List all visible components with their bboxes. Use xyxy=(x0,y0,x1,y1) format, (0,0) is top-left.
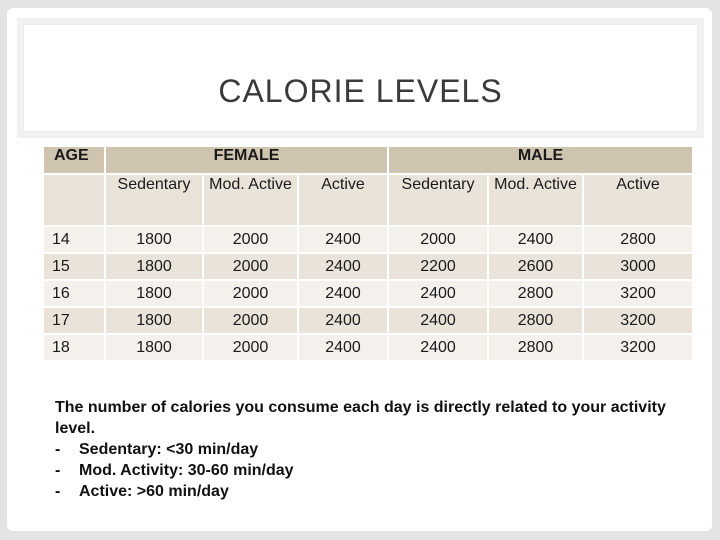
list-item: - Sedentary: <30 min/day xyxy=(55,439,695,460)
table-cell: 1800 xyxy=(104,225,204,254)
table-row: 15 1800 2000 2400 2200 2600 3000 xyxy=(42,252,695,281)
table-cell: 3200 xyxy=(581,333,695,362)
table-cell: 2400 xyxy=(297,252,389,281)
table-row: 14 1800 2000 2400 2000 2400 2800 xyxy=(42,225,695,254)
table-cell: 2000 xyxy=(202,252,299,281)
subheader-cell: Active xyxy=(297,173,389,227)
age-cell: 17 xyxy=(42,306,106,335)
list-item-text: Active: >60 min/day xyxy=(79,483,229,500)
table-cell: 2400 xyxy=(297,333,389,362)
subheader-cell: Sedentary xyxy=(387,173,489,227)
title-box: CALORIE LEVELS xyxy=(23,24,698,132)
table-cell: 2000 xyxy=(202,225,299,254)
table-subheader-row: Sedentary Mod. Active Active Sedentary M… xyxy=(42,173,695,227)
table-cell: 3200 xyxy=(581,279,695,308)
table-cell: 2000 xyxy=(202,333,299,362)
subheader-cell: Mod. Active xyxy=(202,173,299,227)
table-cell: 2600 xyxy=(487,252,584,281)
slide-title: CALORIE LEVELS xyxy=(218,73,503,109)
table-row: 18 1800 2000 2400 2400 2800 3200 xyxy=(42,333,695,362)
table-cell: 3000 xyxy=(581,252,695,281)
table-header-row: AGE FEMALE MALE xyxy=(42,145,695,175)
age-cell: 14 xyxy=(42,225,106,254)
calorie-table: AGE FEMALE MALE Sedentary Mod. Active Ac… xyxy=(42,145,695,362)
list-item-text: Sedentary: <30 min/day xyxy=(79,441,259,458)
list-item: - Active: >60 min/day xyxy=(55,481,695,502)
subheader-cell: Mod. Active xyxy=(487,173,584,227)
dash-bullet: - xyxy=(55,483,61,500)
table-cell: 1800 xyxy=(104,279,204,308)
table-cell: 2400 xyxy=(297,279,389,308)
subheader-cell xyxy=(42,173,106,227)
notes-intro: The number of calories you consume each … xyxy=(55,399,666,437)
table-cell: 2400 xyxy=(387,333,489,362)
table-cell: 2400 xyxy=(297,225,389,254)
table-cell: 2400 xyxy=(387,306,489,335)
age-cell: 16 xyxy=(42,279,106,308)
table-cell: 2000 xyxy=(387,225,489,254)
table-cell: 2000 xyxy=(202,306,299,335)
male-header: MALE xyxy=(386,145,695,175)
table-cell: 2400 xyxy=(487,225,584,254)
table-cell: 3200 xyxy=(581,306,695,335)
table-row: 16 1800 2000 2400 2400 2800 3200 xyxy=(42,279,695,308)
age-cell: 15 xyxy=(42,252,106,281)
notes-block: The number of calories you consume each … xyxy=(55,397,695,502)
table-cell: 1800 xyxy=(104,252,204,281)
age-header: AGE xyxy=(42,145,106,175)
table-cell: 1800 xyxy=(104,306,204,335)
table-cell: 2000 xyxy=(202,279,299,308)
table-cell: 2200 xyxy=(387,252,489,281)
female-header: FEMALE xyxy=(104,145,389,175)
subheader-cell: Sedentary xyxy=(104,173,204,227)
dash-bullet: - xyxy=(55,462,61,479)
table-row: 17 1800 2000 2400 2400 2800 3200 xyxy=(42,306,695,335)
table-cell: 2800 xyxy=(581,225,695,254)
table-cell: 2400 xyxy=(387,279,489,308)
table-cell: 2800 xyxy=(487,279,584,308)
table-cell: 2400 xyxy=(297,306,389,335)
table-cell: 2800 xyxy=(487,333,584,362)
list-item: - Mod. Activity: 30-60 min/day xyxy=(55,460,695,481)
table-cell: 1800 xyxy=(104,333,204,362)
list-item-text: Mod. Activity: 30-60 min/day xyxy=(79,462,294,479)
age-cell: 18 xyxy=(42,333,106,362)
subheader-cell: Active xyxy=(581,173,695,227)
table-cell: 2800 xyxy=(487,306,584,335)
slide: CALORIE LEVELS AGE FEMALE MALE Sedentary… xyxy=(7,8,712,531)
dash-bullet: - xyxy=(55,441,61,458)
